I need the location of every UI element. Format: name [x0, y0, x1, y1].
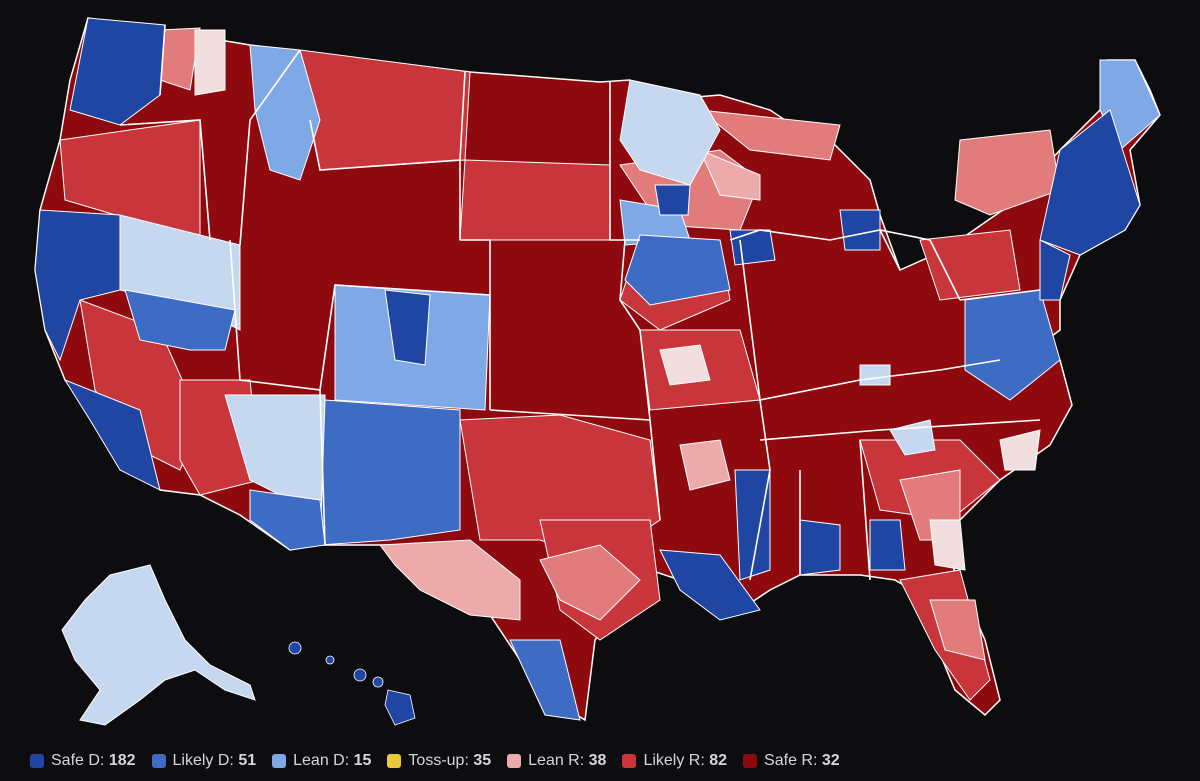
arkansas-pale-region — [679, 439, 731, 491]
south-dakota-region — [459, 159, 611, 241]
legend-label: Lean R: — [528, 752, 585, 769]
wisconsin-pale-region — [699, 149, 761, 201]
missouri-pale-region — [659, 344, 711, 386]
legend-swatch — [507, 754, 522, 768]
florida-lean-region — [929, 599, 986, 661]
tilt-r-regions — [379, 149, 761, 621]
legend-count: 35 — [473, 752, 492, 769]
montana-region — [299, 49, 471, 171]
legend-item-safe-d: Safe D: 182 — [30, 752, 136, 770]
legend-swatch — [272, 754, 287, 768]
west-texas-region — [379, 539, 521, 621]
safe-d-regions — [34, 17, 1141, 621]
legend-swatch — [387, 754, 402, 768]
texas-lean-region — [539, 544, 641, 621]
new-mexico-region — [319, 399, 461, 546]
legend-label: Safe D: — [51, 752, 105, 769]
iowa-illinois-region — [624, 234, 731, 306]
legend-count: 82 — [709, 752, 728, 769]
nc-coastal-region — [999, 429, 1041, 471]
nevada-likely-region — [124, 289, 236, 351]
new-york-region — [954, 129, 1061, 216]
tucson-region — [249, 489, 326, 551]
louisiana-region — [659, 549, 761, 621]
tossup-regions — [194, 29, 1041, 571]
south-texas-region — [509, 639, 581, 721]
very-lean-d-regions — [119, 79, 936, 501]
legend: Safe D: 182 Likely D: 51 Lean D: 15 Toss… — [30, 748, 856, 774]
alaska — [61, 564, 256, 726]
detroit-region — [839, 209, 881, 251]
legend-swatch — [622, 754, 637, 768]
legend-count: 182 — [108, 752, 136, 769]
us-map-svg — [34, 17, 1161, 726]
legend-label: Likely R: — [643, 752, 705, 769]
new-jersey-region — [1039, 239, 1071, 301]
district-map — [34, 17, 1161, 726]
pennsylvania-region — [919, 229, 1021, 301]
twin-cities-region — [654, 184, 691, 216]
los-angeles-region — [63, 378, 161, 491]
legend-label: Lean D: — [293, 752, 350, 769]
likely-d-regions — [124, 234, 1061, 721]
legend-count: 15 — [353, 752, 372, 769]
legend-swatch — [30, 754, 44, 768]
legend-swatch — [151, 754, 166, 768]
georgia-region — [869, 519, 906, 571]
legend-item-lean-r: Lean R: 38 — [507, 752, 606, 770]
legend-item-tossup: Toss-up: 35 — [387, 752, 491, 770]
seattle-region — [69, 17, 166, 126]
legend-item-likely-r: Likely R: 82 — [622, 752, 727, 770]
bay-area-region — [34, 209, 121, 362]
legend-count: 38 — [588, 752, 607, 769]
legend-swatch — [743, 754, 758, 768]
legend-label: Toss-up: — [408, 752, 469, 769]
legend-label: Likely D: — [172, 752, 234, 769]
legend-item-safe-r: Safe R: 32 — [743, 752, 840, 770]
legend-label: Safe R: — [764, 752, 818, 769]
legend-count: 32 — [821, 752, 840, 769]
legend-item-lean-d: Lean D: 15 — [272, 752, 371, 770]
chicago-region — [729, 229, 776, 266]
hawaii — [288, 641, 416, 726]
upper-peninsula-region — [698, 109, 841, 161]
legend-count: 51 — [238, 752, 257, 769]
state-borders — [119, 24, 1041, 581]
coastal-sc-region — [929, 519, 966, 571]
legend-item-likely-d: Likely D: 51 — [151, 752, 257, 770]
spokane-region — [194, 29, 226, 96]
denver-region — [384, 289, 431, 366]
mississippi-delta-region — [734, 469, 771, 581]
alabama-blackbelt-region — [799, 519, 841, 576]
kentucky-pale-region — [859, 364, 891, 386]
